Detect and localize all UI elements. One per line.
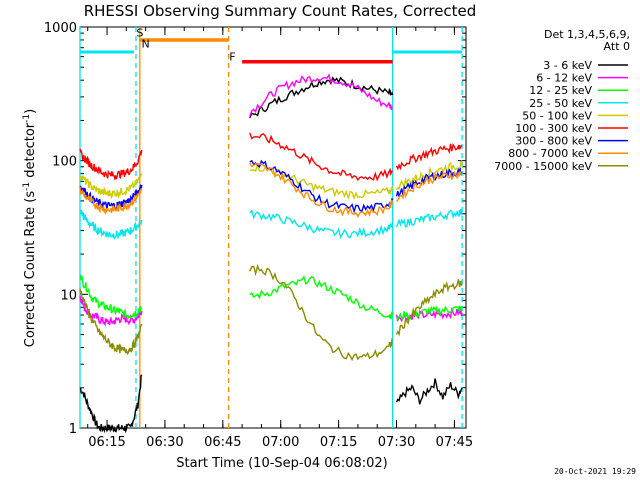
x-tick-label: 07:00 — [262, 435, 299, 450]
series-line — [395, 160, 463, 191]
x-tick-label: 07:30 — [378, 435, 415, 450]
series-line — [79, 183, 143, 212]
x-tick-label: 07:15 — [320, 435, 357, 450]
render-timestamp: 20-Oct-2021 19:29 — [554, 467, 636, 476]
y-tick-label: 10 — [60, 288, 77, 303]
legend-header-detectors: Det 1,3,4,5,6,9, — [544, 28, 630, 41]
x-axis-label: Start Time (10-Sep-04 06:08:02) — [176, 456, 387, 471]
y-tick-label: 1 — [69, 422, 77, 437]
x-tick-label: 06:15 — [88, 435, 125, 450]
series-line — [249, 159, 394, 214]
series-line — [79, 210, 143, 240]
legend-label: 800 - 7000 keV — [508, 147, 592, 160]
y-axis-label: Corrected Count Rate (s-1 detector-1) — [22, 109, 38, 347]
legend-label: 7000 - 15000 keV — [494, 160, 592, 173]
series-line — [79, 288, 143, 355]
x-tick-label: 07:45 — [436, 435, 473, 450]
annotation-label: N — [142, 38, 150, 51]
legend-label: 50 - 100 keV — [522, 109, 592, 122]
legend-label: 100 - 300 keV — [515, 122, 592, 135]
series-line — [395, 169, 463, 203]
y-tick-label: 1000 — [44, 21, 77, 36]
annotation-label: S — [136, 26, 143, 39]
legend-label: 25 - 50 keV — [529, 97, 592, 110]
y-tick-label: 100 — [52, 155, 77, 170]
chart-title: RHESSI Observing Summary Count Rates, Co… — [84, 2, 477, 20]
series-line — [249, 263, 394, 362]
legend-label: 3 - 6 keV — [543, 59, 592, 72]
legend-header-attenuator: Att 0 — [604, 40, 630, 53]
series-line — [395, 208, 463, 228]
series-line — [249, 275, 394, 320]
series-line — [396, 305, 463, 322]
x-tick-label: 06:30 — [146, 435, 183, 450]
series-line — [395, 143, 463, 171]
plot-area: 1 10 100 1000 06:15 06:30 06:45 07:00 07:15 07:30… — [44, 21, 473, 450]
legend-label: 300 - 800 keV — [515, 135, 592, 148]
legend-label: 12 - 25 keV — [529, 84, 592, 97]
series-line — [249, 76, 394, 119]
series-line — [249, 73, 393, 117]
series-line — [395, 278, 463, 337]
series-line — [79, 148, 143, 181]
annotation-label: F — [229, 51, 235, 64]
x-tick-label: 06:45 — [204, 435, 241, 450]
series-line — [79, 186, 143, 216]
series-line — [249, 132, 393, 182]
series-line — [395, 378, 463, 405]
series-line — [79, 274, 142, 320]
series-line — [249, 209, 394, 240]
series-line — [79, 173, 143, 200]
legend-label: 6 - 12 keV — [536, 72, 592, 85]
series-line — [249, 162, 394, 218]
series-line — [79, 374, 143, 434]
